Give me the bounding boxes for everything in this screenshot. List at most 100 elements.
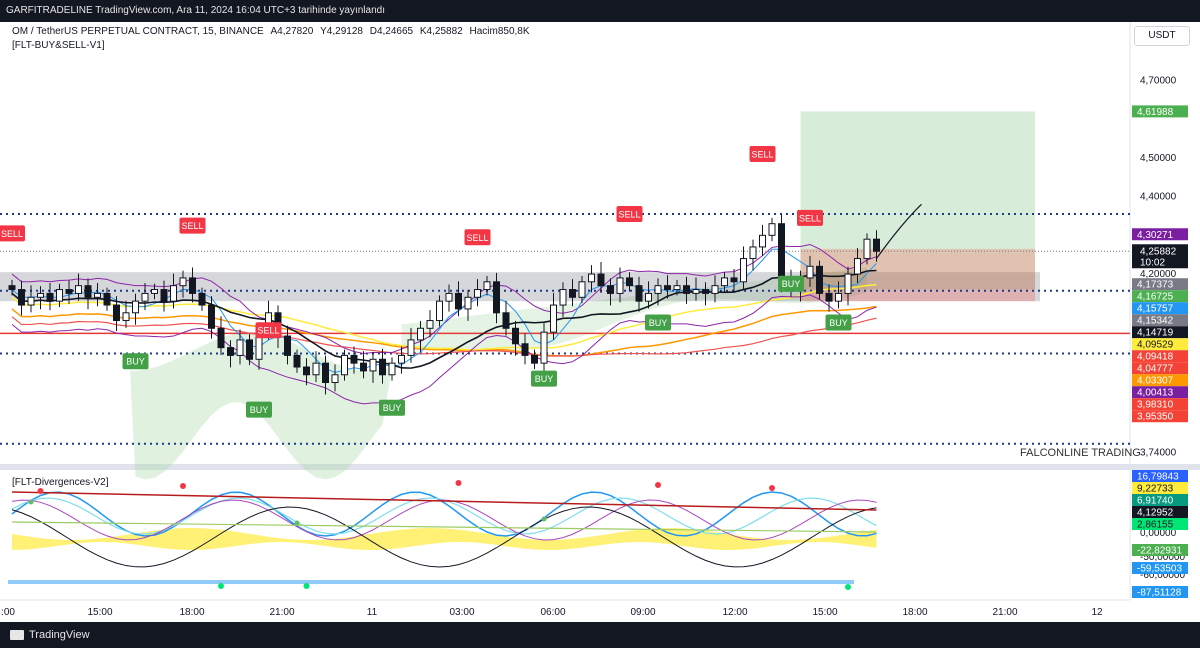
price-tick-label: 4,50000 bbox=[1140, 153, 1177, 164]
osc-value-label: 4,12952 bbox=[1137, 508, 1174, 519]
ma-blue bbox=[11, 248, 877, 373]
time-tick-label: 11 bbox=[367, 607, 378, 618]
candle-body bbox=[189, 277, 196, 294]
signal-buy-label: BUY bbox=[782, 279, 801, 289]
candle-body bbox=[303, 366, 310, 376]
price-tick-label: 4,20000 bbox=[1140, 269, 1177, 280]
osc-tick-label: -60,00000 bbox=[1140, 570, 1185, 581]
candle-body bbox=[569, 289, 576, 298]
candle-body bbox=[322, 362, 329, 384]
signal-buy-marker bbox=[825, 314, 852, 331]
candle-body bbox=[284, 335, 291, 356]
price-axis: 4,800004,700004,500004,400004,200003,740… bbox=[1132, 37, 1188, 458]
price-chart[interactable]: SELL BUY SELL BUY SELL BUY SELL BUY SELL BUY SELL S… bbox=[0, 22, 1200, 622]
time-tick-label: 15:00 bbox=[87, 607, 112, 618]
candle-body bbox=[873, 238, 880, 252]
signal-buy-label: BUY bbox=[829, 318, 848, 328]
price-tag-label: 4,16725 bbox=[1137, 292, 1174, 303]
divergence-dot-red bbox=[455, 480, 462, 486]
candle-body bbox=[436, 300, 443, 322]
candle-body bbox=[65, 289, 73, 294]
candle-body bbox=[673, 285, 681, 291]
candle-body bbox=[331, 374, 339, 384]
osc-value-label: 16,79843 bbox=[1137, 472, 1179, 483]
price-tag-bg bbox=[1132, 278, 1188, 291]
candle-body bbox=[27, 296, 35, 306]
price-tag-label: 3,98310 bbox=[1137, 400, 1174, 411]
time-tick-label: 09:00 bbox=[630, 607, 655, 618]
candle-body bbox=[854, 258, 861, 275]
symbol-name[interactable]: OM / TetherUS PERPETUAL CONTRACT, 15, BI… bbox=[12, 26, 264, 37]
candle-body bbox=[75, 285, 82, 294]
signal-sell-marker bbox=[179, 217, 206, 234]
time-axis-bg bbox=[0, 600, 1200, 622]
candle-body bbox=[778, 223, 785, 283]
signal-sell-label: SELL bbox=[799, 213, 821, 223]
currency-button[interactable]: USDT bbox=[1134, 26, 1190, 46]
osc-tick-label: -50,00000 bbox=[1140, 552, 1185, 563]
candle-body bbox=[502, 312, 510, 329]
osc-value-tag bbox=[1132, 470, 1188, 482]
candle-body bbox=[816, 265, 823, 294]
candle-body bbox=[645, 292, 652, 302]
price-tag-label: 4,15757 bbox=[1137, 304, 1174, 315]
candle-body bbox=[312, 362, 320, 376]
price-tick-label: 3,74000 bbox=[1140, 447, 1177, 458]
osc-value-tag bbox=[1132, 518, 1188, 530]
candle-body bbox=[369, 358, 377, 372]
oscillator-yellow-band bbox=[12, 528, 877, 550]
indicator-title[interactable]: [FLT-BUY&SELL-V1] bbox=[12, 40, 105, 51]
price-tag-bg bbox=[1132, 228, 1188, 241]
target-zone bbox=[800, 111, 1035, 290]
time-tick-label: :00 bbox=[1, 607, 15, 618]
osc-value-tag bbox=[1132, 494, 1188, 506]
signal-sell-marker bbox=[797, 209, 823, 226]
candle-body bbox=[759, 234, 766, 248]
watermark-text: FALCONLINE TRADING bbox=[1020, 447, 1141, 459]
pane-separator bbox=[0, 464, 1200, 470]
candle-body bbox=[844, 273, 852, 294]
price-tick-label: 4,70000 bbox=[1140, 75, 1177, 86]
oscillator-purple bbox=[11, 499, 877, 541]
ma-orange bbox=[11, 305, 877, 357]
divergence-dot-red bbox=[769, 485, 775, 491]
ohlc-open: A4,27820 bbox=[270, 26, 314, 37]
divergence-signal-dot bbox=[845, 584, 851, 590]
signal-sell-marker bbox=[616, 206, 643, 223]
signal-sell-label: SELL bbox=[1, 229, 23, 239]
oscillator-bottom-band bbox=[8, 580, 854, 584]
candle-body bbox=[540, 331, 548, 364]
ohlc-close: K4,25882 bbox=[419, 26, 463, 37]
ohlc-low: D4,24665 bbox=[369, 26, 414, 37]
candle-body bbox=[702, 289, 709, 294]
osc-value-tag bbox=[1132, 482, 1188, 494]
divergence-dot-green bbox=[28, 499, 34, 505]
candle-body bbox=[293, 354, 301, 368]
publish-line: GARFITRADELINE TradingView.com, Ara 11, … bbox=[6, 5, 385, 16]
candle-body bbox=[37, 292, 44, 298]
osc-value-tag bbox=[1132, 506, 1188, 518]
price-tag-label: 4,03307 bbox=[1137, 376, 1174, 387]
stop-zone bbox=[800, 248, 1035, 302]
signal-sell-label: SELL bbox=[751, 149, 773, 159]
candle-body bbox=[379, 358, 386, 376]
candle-body bbox=[835, 292, 842, 302]
signal-sell-marker bbox=[255, 322, 282, 339]
candle-body bbox=[474, 289, 481, 298]
candle-body bbox=[445, 292, 453, 302]
last-price-tag bbox=[1132, 244, 1188, 269]
divergence-green-line bbox=[11, 521, 877, 533]
candle-body bbox=[730, 277, 738, 283]
candle-body bbox=[863, 238, 871, 260]
candle-body bbox=[132, 300, 139, 314]
candle-body bbox=[151, 289, 158, 294]
candle-body bbox=[46, 292, 54, 302]
candle-body bbox=[84, 285, 92, 298]
signal-buy-marker bbox=[246, 401, 272, 418]
ma-red bbox=[11, 316, 877, 357]
candle-body bbox=[341, 354, 348, 376]
divergence-indicator-title[interactable]: [FLT-Divergences-V2] bbox=[12, 477, 109, 488]
signal-buy-label: BUY bbox=[535, 374, 554, 384]
candle-body bbox=[692, 289, 700, 294]
candle-body bbox=[103, 292, 111, 306]
